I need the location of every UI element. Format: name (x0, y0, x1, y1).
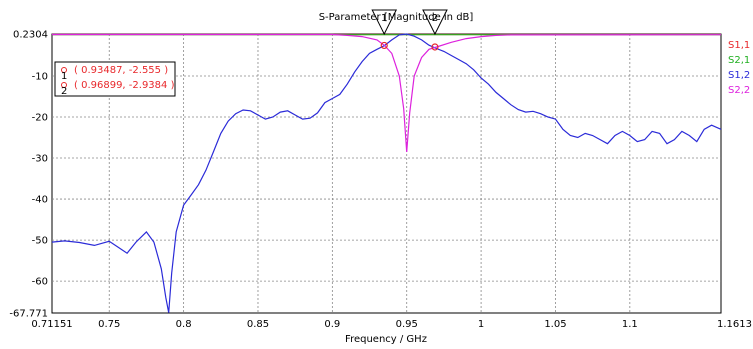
legend-entry: S1,2 (728, 70, 750, 81)
marker-flag[interactable] (422, 9, 448, 36)
legend-entry: S2,1 (728, 55, 750, 66)
legend-entry: S1,1 (728, 40, 750, 51)
marker-point (431, 43, 439, 51)
legend-entry: S2,2 (728, 85, 750, 96)
x-tick-label: 1.1613 (717, 319, 752, 330)
x-tick-label: 0.95 (396, 319, 418, 330)
series-line-S1-2 (51, 33, 722, 313)
x-tick-label: 1.1 (622, 319, 638, 330)
grid-lines (52, 34, 721, 313)
series-group (51, 33, 722, 313)
marker-point (380, 41, 388, 50)
y-tick-label: -30 (32, 154, 48, 165)
x-tick-labels: 0.71151 0.75 0.8 0.85 0.9 0.95 1 1.05 1.1 1.1613 (31, 319, 752, 330)
marker-readout-frame (54, 61, 176, 97)
chart-title: S-Parameter [Magnitude in dB] (319, 12, 474, 23)
marker-flag-number: 2 (432, 13, 438, 24)
y-tick-label: -67.771 (9, 309, 48, 320)
marker-readout-symbol (61, 82, 67, 88)
y-tick-label: -40 (32, 195, 48, 206)
marker-readout-symbol (61, 67, 67, 73)
x-tick-label: 0.71151 (31, 319, 72, 330)
x-tick-label: 1.05 (544, 319, 566, 330)
x-tick-label: 1 (478, 319, 484, 330)
marker-readout-number: 1 (61, 71, 67, 82)
marker-readout-label: ( 0.93487, -2.555 ) (74, 65, 168, 76)
series-line-S2-2 (52, 33, 722, 152)
x-axis-label: Frequency / GHz (345, 334, 427, 345)
marker-flag-number: 1 (381, 13, 387, 24)
marker-flag[interactable] (371, 9, 398, 36)
y-tick-label: -10 (32, 71, 48, 82)
x-tick-label: 0.75 (98, 319, 120, 330)
y-tick-labels: 0.2304 -10 -20 -30 -40 -50 -60 -67.771 (9, 30, 48, 320)
y-tick-label: -50 (32, 236, 48, 247)
y-tick-label: 0.2304 (13, 30, 48, 41)
y-tick-label: -20 (32, 113, 48, 124)
y-tick-label: -60 (32, 277, 48, 288)
marker-readout-box: 1 ( 0.93487, -2.555 ) 2 ( 0.96899, -2.9384 … (54, 61, 176, 97)
x-tick-label: 0.85 (247, 319, 269, 330)
marker-readout-label: ( 0.96899, -2.9384 ) (74, 80, 175, 91)
legend: S1,1 S2,1 S1,2 S2,2 (728, 40, 750, 96)
x-tick-label: 0.9 (324, 319, 340, 330)
x-tick-label: 0.8 (176, 319, 192, 330)
marker-readout-number: 2 (61, 86, 67, 97)
